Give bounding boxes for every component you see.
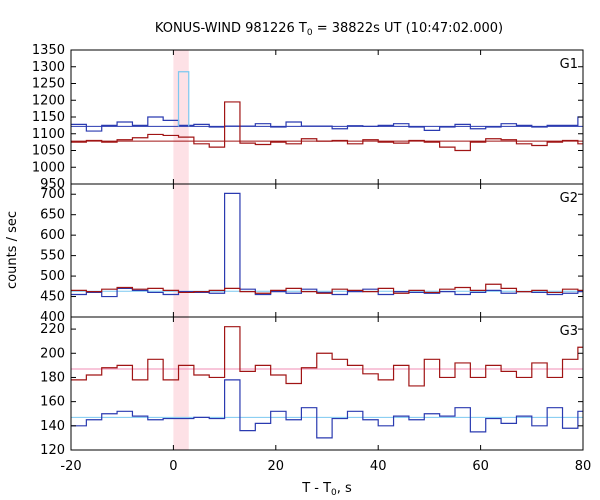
y-tick-label: 1200 (32, 93, 65, 108)
y-tick-label: 140 (40, 419, 65, 434)
x-tick-label: 0 (169, 459, 177, 474)
x-tick-label: 40 (370, 459, 387, 474)
panel-label: G3 (560, 324, 578, 339)
y-tick-label: 700 (40, 187, 65, 202)
series-line-blue (71, 192, 583, 298)
y-tick-label: 550 (40, 249, 65, 264)
y-tick-label: 1000 (32, 160, 65, 175)
highlight-band (173, 50, 189, 184)
y-tick-label: 400 (40, 310, 65, 325)
chart-title-subscript: 0 (307, 28, 313, 38)
x-axis-label-subscript: 0 (331, 488, 337, 498)
panel-frame (70, 316, 584, 451)
series-line-blue (71, 116, 583, 132)
y-axis-label: counts / sec (5, 211, 20, 289)
y-tick-label: 1100 (32, 127, 65, 142)
y-tick-label: 1350 (32, 43, 65, 58)
panel-label: G2 (560, 191, 578, 206)
y-tick-label: 1150 (32, 110, 65, 125)
plot-area: 95010001050110011501200125013001350G1400… (32, 43, 591, 474)
y-tick-label: 950 (40, 177, 65, 192)
x-axis-label-rest: , s (337, 481, 352, 496)
y-tick-label: 650 (40, 208, 65, 223)
y-tick-label: 500 (40, 269, 65, 284)
x-tick-label: 20 (268, 459, 285, 474)
y-tick-label: 180 (40, 370, 65, 385)
x-axis-label-main: T - T (301, 481, 331, 496)
series-line-red (71, 283, 583, 294)
y-tick-label: 160 (40, 395, 65, 410)
highlight-band (173, 184, 189, 317)
series-line-red (71, 326, 583, 387)
y-tick-label: 1300 (32, 60, 65, 75)
y-tick-label: 1250 (32, 77, 65, 92)
series-line-blue (71, 379, 583, 439)
series-line-red (71, 101, 583, 152)
chart-title-main: KONUS-WIND 981226 T (155, 21, 307, 36)
x-axis-label: T - T0, s (301, 481, 352, 498)
chart-title: KONUS-WIND 981226 T0 = 38822s UT (10:47:… (155, 21, 503, 38)
y-tick-label: 450 (40, 290, 65, 305)
x-tick-label: 80 (575, 459, 592, 474)
panel-label: G1 (560, 57, 578, 72)
series-line-light_blue (177, 71, 190, 127)
highlight-band (173, 317, 189, 450)
y-tick-label: 120 (40, 443, 65, 458)
x-tick-label: 60 (472, 459, 489, 474)
y-tick-label: 220 (40, 322, 65, 337)
x-tick-label: -20 (60, 459, 81, 474)
panel-frame (70, 183, 584, 318)
y-tick-label: 1050 (32, 144, 65, 159)
y-tick-label: 600 (40, 228, 65, 243)
y-tick-label: 200 (40, 346, 65, 361)
chart-title-rest: = 38822s UT (10:47:02.000) (313, 21, 503, 36)
